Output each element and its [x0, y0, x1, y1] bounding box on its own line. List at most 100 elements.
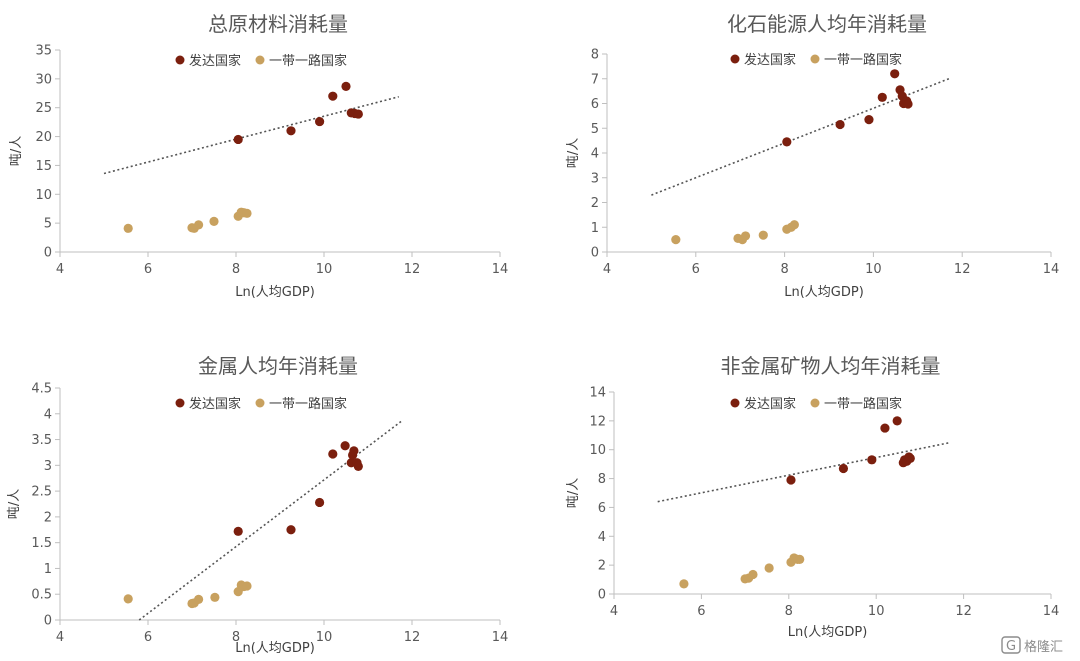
gelonghui-logo-icon: G — [1001, 636, 1021, 654]
x-tick-label: 4 — [56, 630, 64, 645]
x-tick-label: 6 — [144, 630, 152, 645]
belt-road-point — [210, 592, 220, 602]
x-tick-label: 12 — [954, 262, 971, 277]
developed-point — [892, 416, 902, 426]
developed-point — [233, 526, 243, 536]
x-tick-label: 8 — [785, 604, 793, 619]
developed-point — [864, 114, 874, 125]
belt-road-point — [194, 220, 204, 230]
y-tick-label: 0.5 — [31, 588, 52, 603]
y-tick-label: 5 — [44, 217, 52, 232]
y-axis-label: 吨/人 — [566, 138, 581, 168]
developed-point — [340, 441, 350, 451]
legend-developed-marker — [730, 54, 740, 64]
y-tick-label: 3.5 — [31, 433, 52, 448]
belt-road-point — [789, 220, 799, 230]
legend: 发达国家 一带一路国家 — [175, 53, 347, 69]
legend-belt-road-label: 一带一路国家 — [824, 52, 902, 68]
developed-point — [903, 99, 913, 109]
x-tick-label: 6 — [697, 604, 705, 619]
chart-4: 非金属矿物人均年消耗量 0 2 4 6 8 10 12 14 4 6 8 10 12 14 Ln(人均GDP)… — [566, 354, 1059, 640]
developed-point — [786, 475, 796, 485]
y-tick-label: 14 — [589, 386, 606, 401]
developed-point — [233, 134, 243, 145]
y-axis-label: 吨/人 — [7, 489, 22, 519]
legend: 发达国家 一带一路国家 — [730, 396, 902, 412]
legend-developed-label: 发达国家 — [744, 52, 796, 68]
legend-belt-road-label: 一带一路国家 — [269, 53, 347, 69]
x-tick-label: 6 — [144, 262, 152, 277]
y-tick-label: 10 — [589, 443, 606, 458]
x-tick-label: 8 — [780, 262, 788, 277]
developed-point — [905, 453, 915, 463]
legend-belt-road-marker — [255, 398, 265, 408]
y-tick-label: 3 — [591, 171, 599, 186]
developed-point — [838, 463, 849, 474]
y-tick-label: 2.5 — [31, 485, 52, 500]
x-tick-label: 14 — [492, 630, 509, 645]
y-tick-label: 8 — [598, 472, 606, 487]
x-tick-label: 10 — [868, 604, 885, 619]
legend-belt-road-label: 一带一路国家 — [269, 396, 347, 412]
belt-road-point — [679, 579, 689, 589]
x-tick-label: 12 — [955, 604, 972, 619]
developed-point — [867, 455, 877, 465]
developed-point — [353, 461, 363, 471]
developed-point — [286, 525, 296, 535]
y-tick-label: 15 — [35, 159, 52, 174]
belt-road-point — [758, 230, 768, 240]
watermark-text: 格隆汇 — [1024, 639, 1063, 655]
developed-point — [890, 69, 900, 79]
trendline — [657, 441, 951, 503]
legend-belt-road-marker — [255, 55, 265, 65]
legend: 发达国家 一带一路国家 — [730, 52, 902, 68]
legend-developed-marker — [175, 398, 185, 408]
developed-point — [349, 446, 359, 456]
y-tick-label: 7 — [591, 72, 599, 87]
y-tick-label: 30 — [35, 72, 52, 87]
x-tick-label: 4 — [56, 262, 64, 277]
chart-title: 非金属矿物人均年消耗量 — [721, 354, 941, 378]
legend-belt-road-marker — [810, 54, 820, 64]
y-tick-label: 4 — [598, 530, 606, 545]
gelonghui-logo-glyph: G — [1006, 639, 1016, 654]
x-tick-label: 10 — [865, 262, 882, 277]
trendline — [138, 420, 402, 621]
belt-road-point — [748, 569, 758, 580]
y-tick-label: 5 — [591, 122, 599, 137]
legend-belt-road-label: 一带一路国家 — [824, 396, 902, 412]
developed-point — [835, 119, 845, 130]
x-axis-label: Ln(人均GDP) — [235, 641, 315, 656]
y-tick-label: 0 — [44, 614, 52, 629]
y-tick-label: 2 — [591, 196, 599, 211]
y-tick-label: 25 — [35, 101, 52, 116]
x-tick-label: 12 — [404, 630, 421, 645]
belt-road-point — [123, 223, 133, 233]
legend-developed-label: 发达国家 — [189, 396, 241, 412]
belt-road-point — [764, 563, 774, 573]
y-tick-label: 2 — [598, 559, 606, 574]
y-tick-label: 4 — [44, 407, 52, 422]
x-axis-label: Ln(人均GDP) — [784, 285, 864, 300]
developed-point — [341, 81, 351, 91]
belt-road-point — [194, 594, 204, 604]
watermark: G 格隆汇 — [1001, 636, 1063, 655]
trendline — [103, 95, 400, 175]
y-tick-label: 12 — [589, 414, 606, 429]
developed-point — [328, 91, 338, 101]
x-tick-label: 14 — [1043, 604, 1060, 619]
x-tick-label: 6 — [692, 262, 700, 277]
developed-point — [782, 137, 792, 147]
y-tick-label: 0 — [598, 588, 606, 603]
x-tick-label: 12 — [404, 262, 421, 277]
legend-developed-marker — [175, 55, 185, 65]
x-tick-label: 4 — [603, 262, 611, 277]
chart-title: 总原材料消耗量 — [208, 12, 348, 36]
belt-road-point — [671, 235, 681, 245]
developed-point — [877, 92, 887, 102]
x-tick-label: 10 — [316, 630, 333, 645]
chart-1: 总原材料消耗量 0 5 10 15 20 25 30 35 4 6 8 10 12 14 Ln(人均GDP) 吨… — [9, 12, 508, 300]
y-axis-label: 吨/人 — [9, 136, 24, 166]
y-tick-label: 1 — [44, 562, 52, 577]
